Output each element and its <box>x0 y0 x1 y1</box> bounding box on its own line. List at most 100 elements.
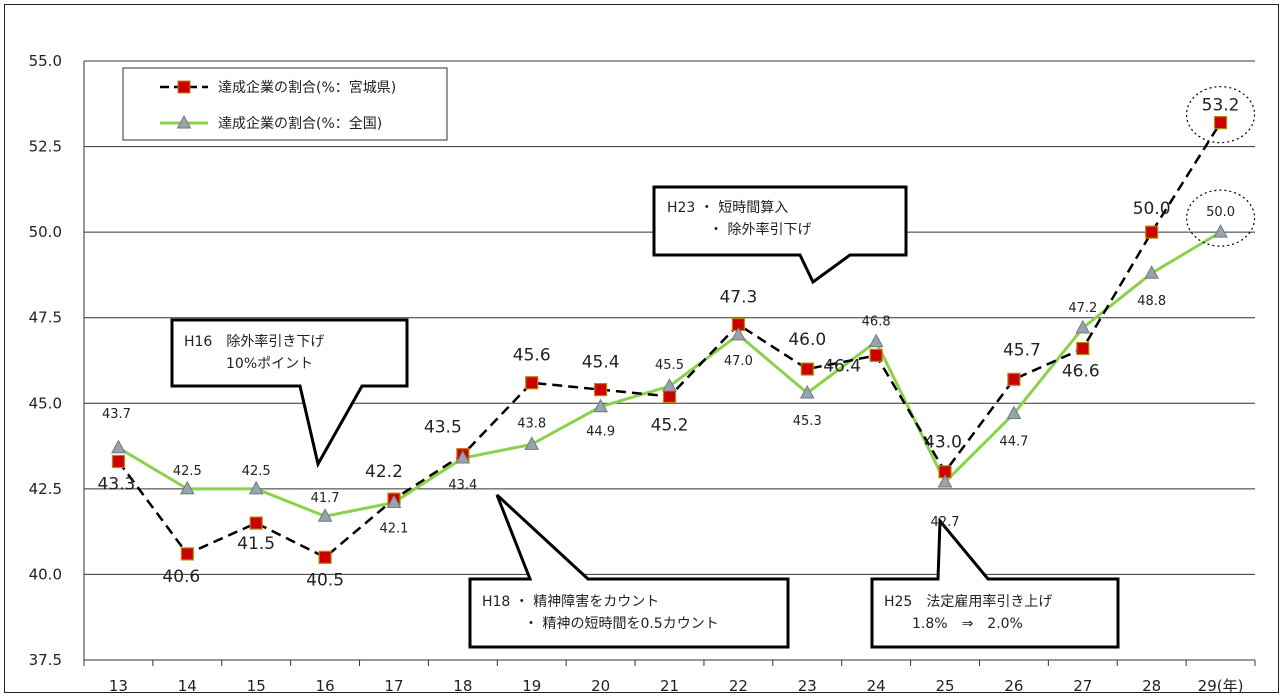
data-label-miyagi: 45.6 <box>513 346 551 366</box>
callout-bubble <box>652 185 908 285</box>
legend-label-miyagi: 達成企業の割合(%：宮城県) <box>218 79 396 96</box>
legend-marker-square <box>177 80 191 94</box>
marker-square <box>1007 372 1021 386</box>
data-label-miyagi: 41.5 <box>237 534 275 554</box>
callout-text: 1.8% ⇒ 2.0% <box>884 616 1023 632</box>
marker-triangle <box>111 439 126 454</box>
legend: 達成企業の割合(%：宮城県) 達成企業の割合(%：全国) <box>122 67 448 141</box>
data-label-miyagi: 45.2 <box>651 415 689 435</box>
y-tick-label: 55.0 <box>29 52 62 70</box>
marker-triangle <box>386 494 402 509</box>
marker-square <box>249 516 263 530</box>
marker-triangle <box>524 436 540 450</box>
marker-triangle <box>455 450 471 464</box>
x-tick-label: 21 <box>660 677 679 695</box>
callout-text: ・ 精神の短時間を0.5カウント <box>482 616 719 632</box>
x-tick-label: 26 <box>1004 677 1023 695</box>
marker-triangle <box>868 333 884 348</box>
x-tick-label: 22 <box>729 677 748 695</box>
data-label-national: 47.2 <box>1068 301 1097 316</box>
marker-triangle <box>317 508 333 522</box>
x-tick-label: 14 <box>178 677 197 695</box>
marker-square <box>111 454 126 469</box>
x-tick-label: 16 <box>316 677 335 695</box>
marker-square <box>662 389 677 404</box>
callout-h23: H23 ・ 短時間算入 ・ 除外率引下げ <box>652 185 908 285</box>
data-label-national: 43.8 <box>517 416 546 431</box>
callout-text: 10%ポイント <box>184 356 313 372</box>
y-tick-label: 40.0 <box>29 565 62 583</box>
data-label-miyagi: 50.0 <box>1133 199 1171 219</box>
x-tick-label: 20 <box>591 677 610 695</box>
callout-text: H16 除外率引き下げ <box>184 333 324 350</box>
data-label-miyagi: 46.0 <box>788 330 826 350</box>
highlight-circle <box>1185 86 1256 144</box>
data-label-national: 48.8 <box>1137 294 1166 309</box>
marker-triangle <box>799 384 815 399</box>
grid-lines <box>84 60 1255 661</box>
data-label-national: 42.5 <box>242 464 271 479</box>
marker-triangle <box>1144 265 1160 279</box>
data-label-miyagi: 45.7 <box>1003 340 1041 360</box>
legend-label-national: 達成企業の割合(%：全国) <box>218 115 382 132</box>
data-label-national: 46.8 <box>862 315 891 330</box>
callout-text: ・ 除外率引下げ <box>667 221 811 238</box>
marker-square <box>180 547 194 561</box>
callout-bubble <box>170 318 409 469</box>
data-label-miyagi: 40.5 <box>306 570 344 590</box>
legend-marker-triangle <box>176 114 192 129</box>
callout-h16: H16 除外率引き下げ 10%ポイント <box>170 318 409 469</box>
data-label-national: 42.5 <box>173 464 202 479</box>
x-tick-label: 17 <box>384 677 403 695</box>
marker-square <box>800 362 814 376</box>
data-label-miyagi: 46.4 <box>823 356 861 376</box>
data-label-national: 41.7 <box>311 491 340 506</box>
data-label-miyagi: 53.2 <box>1202 96 1240 116</box>
callout-h18: H18 ・ 精神障害をカウント ・ 精神の短時間を0.5カウント <box>468 493 790 649</box>
data-label-national: 44.7 <box>999 435 1028 450</box>
data-label-national: 43.4 <box>448 478 477 493</box>
marker-square <box>1076 341 1090 356</box>
marker-square <box>1145 225 1159 239</box>
data-labels: 43.3 40.6 41.5 40.5 42.2 43.5 45.6 45.4 45.2 47.3… <box>98 96 1240 591</box>
data-label-national: 50.0 <box>1206 205 1235 220</box>
marker-triangle <box>1213 224 1228 238</box>
marker-triangle <box>1075 319 1091 334</box>
callout-bubble <box>870 517 1120 649</box>
callout-bubble <box>468 493 790 649</box>
x-tick-label: 27 <box>1073 677 1092 695</box>
axes: 37.5 40.0 42.5 45.0 47.5 50.0 52.5 55.0 13 14 15 16… <box>29 52 1256 695</box>
marker-square <box>869 348 883 362</box>
data-label-national: 45.3 <box>793 414 822 429</box>
marker-triangle <box>731 326 746 341</box>
data-label-national: 42.1 <box>379 522 408 537</box>
marker-square <box>1213 116 1228 130</box>
marker-square <box>525 376 539 390</box>
y-tick-label: 50.0 <box>29 223 62 241</box>
callout-h25: H25 法定雇用率引き上げ 1.8% ⇒ 2.0% <box>870 517 1120 649</box>
x-tick-label: 13 <box>109 677 128 695</box>
callout-text: H25 法定雇用率引き上げ <box>884 593 1052 610</box>
data-label-miyagi: 46.6 <box>1062 362 1100 382</box>
data-label-national: 45.5 <box>655 358 684 373</box>
data-label-miyagi: 42.2 <box>365 462 403 482</box>
data-label-national: 47.0 <box>724 354 753 369</box>
series-markers <box>111 116 1228 564</box>
x-tick-label: 23 <box>798 677 817 695</box>
data-label-miyagi: 43.0 <box>924 433 962 453</box>
x-tick-label: 19 <box>522 677 541 695</box>
data-label-national: 42.7 <box>931 515 960 530</box>
highlight-circles <box>1185 86 1256 247</box>
chart-frame <box>4 4 1279 693</box>
marker-triangle <box>179 480 195 495</box>
data-label-miyagi: 40.6 <box>162 567 200 587</box>
callout-text: H23 ・ 短時間算入 <box>667 200 788 216</box>
x-tick-label: 28 <box>1142 677 1161 695</box>
marker-triangle <box>662 378 677 392</box>
marker-triangle <box>593 398 608 413</box>
y-tick-label: 45.0 <box>29 394 62 412</box>
callouts: H16 除外率引き下げ 10%ポイント H18 ・ 精神障害をカウント ・ 精神の… <box>170 185 1120 649</box>
marker-triangle <box>937 473 953 488</box>
x-tick-label: 29(年) <box>1198 677 1244 695</box>
